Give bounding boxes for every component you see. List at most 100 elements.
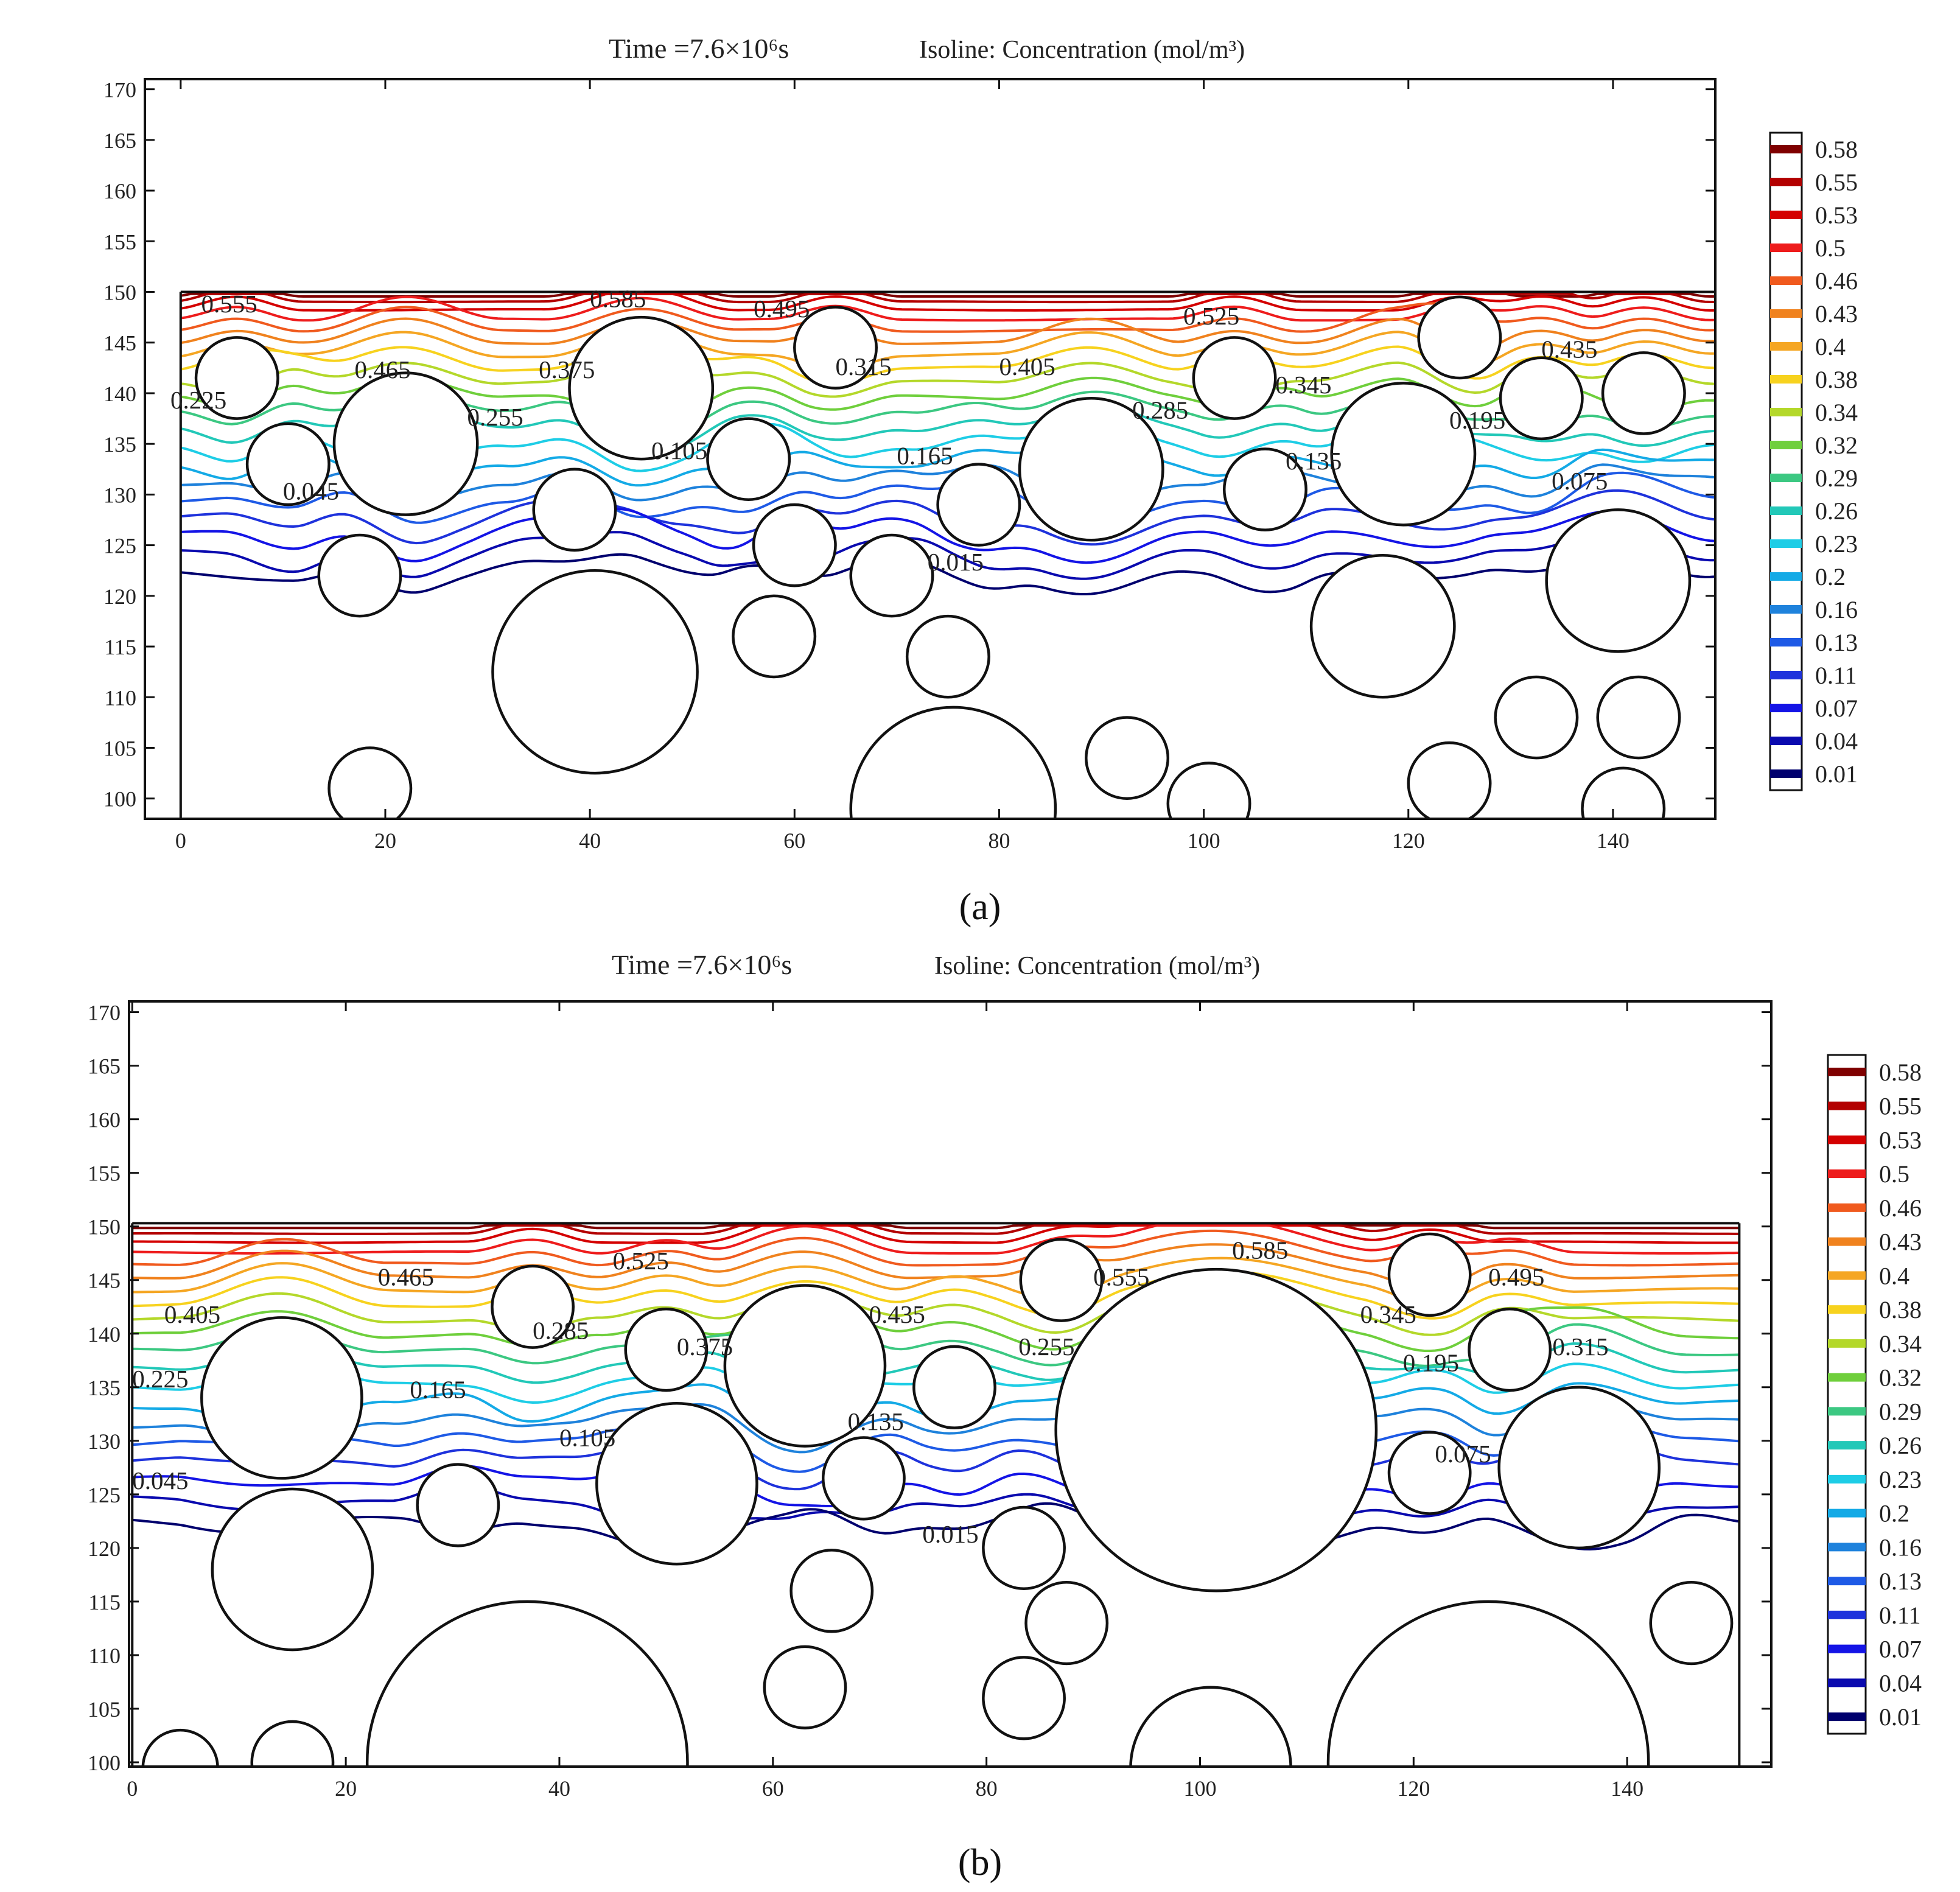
colorbar-label: 0.4 xyxy=(1879,1262,1909,1289)
panel-a-title-time: Time =7.6×10⁶s xyxy=(609,33,789,64)
aggregate-circle xyxy=(624,1308,709,1392)
contour-label: 0.225 xyxy=(170,386,226,414)
aggregate-circle xyxy=(141,1728,219,1767)
x-tick-label: 60 xyxy=(783,829,805,853)
aggregate-circle xyxy=(789,1549,874,1633)
y-tick-label: 100 xyxy=(88,1751,121,1775)
aggregate-circle xyxy=(1407,741,1492,819)
colorbar-swatch xyxy=(1770,506,1802,515)
aggregate-circle xyxy=(200,1316,363,1480)
aggregate-circle xyxy=(793,306,878,390)
panel-b-contours xyxy=(132,1224,1740,1559)
contour-line-0.525 xyxy=(132,1224,1740,1244)
y-tick-label: 140 xyxy=(88,1322,121,1347)
aggregate-circle xyxy=(245,422,331,506)
contour-label: 0.015 xyxy=(928,548,984,576)
panel-b-circles xyxy=(131,1222,1741,1767)
aggregate-circle xyxy=(491,1264,575,1349)
x-tick-label: 120 xyxy=(1397,1776,1430,1801)
aggregate-circle xyxy=(1192,336,1277,420)
contour-line-0.495 xyxy=(132,1224,1740,1255)
contour-label: 0.165 xyxy=(897,441,953,469)
colorbar-swatch xyxy=(1770,276,1802,285)
contour-label: 0.345 xyxy=(1360,1300,1416,1328)
x-tick-label: 40 xyxy=(579,829,601,853)
y-tick-label: 105 xyxy=(88,1697,121,1722)
contour-label: 0.435 xyxy=(869,1300,925,1328)
contour-line-0.165 xyxy=(132,1391,1740,1454)
colorbar-swatch xyxy=(1828,1644,1866,1653)
aggregate-circle xyxy=(849,533,934,618)
colorbar-swatch xyxy=(1828,1678,1866,1687)
aggregate-circle xyxy=(982,1656,1066,1740)
colorbar-swatch xyxy=(1770,178,1802,186)
y-tick-label: 140 xyxy=(103,382,136,406)
contour-label: 0.375 xyxy=(677,1333,733,1361)
panel-a-contour-labels: 0.555 0.585 0.495 0.525 0.435 0.465 0.375 0.315… xyxy=(170,284,1608,576)
aggregate-circle xyxy=(912,1345,996,1429)
panel-b-title-quantity: Isoline: Concentration (mol/m³) xyxy=(934,952,1260,980)
colorbar-label: 0.26 xyxy=(1815,497,1858,525)
aggregate-circle xyxy=(332,371,479,516)
contour-line-0.105 xyxy=(132,1431,1740,1494)
y-tick-label: 160 xyxy=(103,179,136,203)
colorbar-swatch xyxy=(1770,671,1802,679)
y-tick-label: 150 xyxy=(88,1215,121,1239)
colorbar-label: 0.46 xyxy=(1879,1194,1922,1222)
panel-a-title-quantity: Isoline: Concentration (mol/m³) xyxy=(919,36,1245,64)
aggregate-circle xyxy=(1601,351,1686,435)
colorbar-swatch xyxy=(1770,408,1802,416)
aggregate-circle xyxy=(763,1645,847,1729)
panel-b-title-time: Time =7.6×10⁶s xyxy=(612,949,792,980)
colorbar-swatch xyxy=(1828,1577,1866,1586)
aggregate-circle xyxy=(194,336,279,420)
y-tick-label: 110 xyxy=(88,1644,121,1668)
colorbar-swatch xyxy=(1770,211,1802,219)
y-tick-label: 165 xyxy=(103,128,136,153)
aggregate-circle xyxy=(491,569,699,775)
aggregate-circle xyxy=(1499,356,1584,441)
aggregate-circle xyxy=(1166,762,1251,819)
x-tick-label: 80 xyxy=(976,1776,998,1801)
aggregate-circle xyxy=(905,614,990,699)
aggregate-circle xyxy=(1054,1267,1378,1592)
colorbar-label: 0.23 xyxy=(1879,1466,1922,1493)
aggregate-circle xyxy=(1129,1686,1292,1767)
contour-label: 0.405 xyxy=(164,1300,220,1328)
y-tick-label: 130 xyxy=(103,483,136,507)
colorbar-label: 0.2 xyxy=(1815,563,1846,590)
contour-line-0.405 xyxy=(132,1256,1740,1304)
x-tick-label: 0 xyxy=(175,829,186,853)
aggregate-circle xyxy=(1468,1308,1552,1392)
colorbar-label: 0.53 xyxy=(1879,1126,1922,1154)
colorbar-swatch xyxy=(1828,1508,1866,1518)
x-tick-label: 100 xyxy=(1183,1776,1216,1801)
aggregate-circle xyxy=(1326,1600,1650,1767)
y-tick-label: 145 xyxy=(88,1269,121,1293)
colorbar-swatch xyxy=(1828,1237,1866,1246)
contour-line-0.345 xyxy=(132,1283,1740,1336)
colorbar-label: 0.04 xyxy=(1815,727,1858,755)
aggregate-circle xyxy=(1581,766,1666,819)
colorbar-swatch xyxy=(1770,244,1802,252)
panel-b: Time =7.6×10⁶s Isoline: Concentration (m… xyxy=(88,949,1922,1883)
y-tick-label: 135 xyxy=(88,1376,121,1400)
aggregate-circle xyxy=(1494,675,1579,760)
colorbar-swatch xyxy=(1828,1339,1866,1348)
colorbar-swatch xyxy=(1770,145,1802,153)
colorbar-label: 0.43 xyxy=(1879,1228,1922,1256)
colorbar-swatch xyxy=(1770,704,1802,712)
panel-b-caption: (b) xyxy=(958,1842,1002,1883)
panel-a-caption: (a) xyxy=(959,886,1001,928)
contour-label: 0.045 xyxy=(283,477,339,505)
panel-b-axes: 0 20 40 60 80 100 120 140 100 105 110 115 120 125 130 1… xyxy=(88,1000,1773,1801)
contour-label: 0.075 xyxy=(1552,467,1608,495)
contour-label: 0.375 xyxy=(539,356,595,384)
panel-b-colorbar: 0.58 0.55 0.53 0.5 0.46 0.43 0.4 0.38 0.34 0.32 0.… xyxy=(1827,1054,1922,1735)
x-tick-label: 40 xyxy=(548,1776,570,1801)
colorbar-label: 0.01 xyxy=(1879,1703,1922,1731)
colorbar-label: 0.55 xyxy=(1815,169,1858,196)
aggregate-circle xyxy=(1024,1580,1109,1666)
colorbar-label: 0.07 xyxy=(1879,1636,1922,1663)
